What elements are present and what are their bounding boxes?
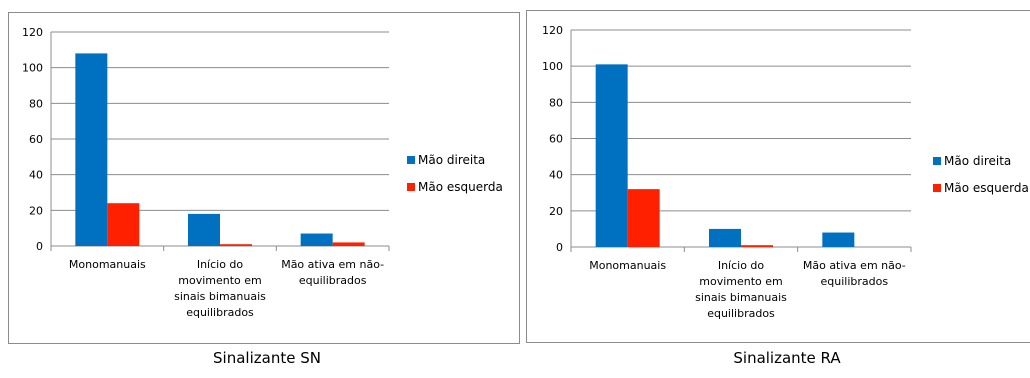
x-category-label: Monomanuais [69, 258, 146, 271]
bar-mão-esquerda [627, 189, 660, 247]
chart-ra-svg: 0 20 40 60 80 100 120 Monomanuais Início do movim… [542, 24, 1029, 320]
bar-mão-esquerda [220, 244, 252, 246]
legend-label: Mão direita [944, 154, 1011, 168]
legend-swatch [933, 157, 941, 165]
x-category-label: movimento em [178, 274, 262, 287]
x-category-label: sinais bimanuais [695, 291, 787, 304]
legend-swatch [407, 183, 415, 191]
caption-sinalizante-sn: Sinalizante SN [213, 349, 321, 367]
x-category-label: Início do [718, 259, 765, 272]
x-category-label: sinais bimanuais [174, 290, 266, 303]
x-category-label: equilibrados [821, 275, 889, 288]
x-category-label: Início do [197, 258, 244, 271]
chart-sinalizante-sn: 0 20 40 60 80 100 120 Monomanuais Início do movim… [8, 12, 520, 344]
x-category-label: equilibrados [299, 274, 367, 287]
bar-mão-direita [300, 233, 333, 246]
y-tick-label: 0 [36, 240, 43, 253]
bar-mão-direita [822, 232, 855, 247]
y-tick-label: 80 [549, 96, 563, 109]
bar-mão-direita [709, 228, 741, 247]
bar-mão-esquerda [332, 242, 365, 246]
bar-mão-esquerda [741, 245, 773, 247]
y-tick-label: 40 [549, 169, 563, 182]
y-tick-label: 0 [556, 241, 563, 254]
legend-label: Mão direita [418, 153, 485, 167]
legend-label: Mão esquerda [418, 180, 503, 194]
y-tick-label: 120 [22, 26, 43, 39]
y-tick-label: 100 [22, 62, 43, 75]
x-category-label: equilibrados [186, 306, 254, 319]
bar-mão-direita [595, 64, 628, 247]
y-tick-label: 120 [542, 24, 563, 37]
chart-sinalizante-ra: 0 20 40 60 80 100 120 Monomanuais Início do movim… [526, 10, 1030, 343]
y-tick-label: 80 [29, 97, 43, 110]
bar-mão-direita [188, 213, 220, 246]
caption-sinalizante-ra: Sinalizante RA [733, 349, 841, 367]
legend-label: Mão esquerda [944, 181, 1029, 195]
legend-swatch [407, 156, 415, 164]
y-tick-label: 60 [29, 133, 43, 146]
legend-swatch [933, 184, 941, 192]
x-category-label: Mão ativa em não- [281, 258, 384, 271]
x-category-label: movimento em [699, 275, 783, 288]
x-category-label: Mão ativa em não- [803, 259, 906, 272]
y-tick-label: 40 [29, 169, 43, 182]
y-tick-label: 60 [549, 133, 563, 146]
x-category-label: Monomanuais [589, 259, 666, 272]
bar-mão-esquerda [107, 203, 140, 246]
y-tick-label: 20 [29, 204, 43, 217]
y-tick-label: 20 [549, 205, 563, 218]
x-category-label: equilibrados [707, 307, 775, 320]
bar-mão-direita [75, 53, 108, 247]
y-tick-label: 100 [542, 60, 563, 73]
chart-sn-svg: 0 20 40 60 80 100 120 Monomanuais Início do movim… [22, 26, 503, 319]
